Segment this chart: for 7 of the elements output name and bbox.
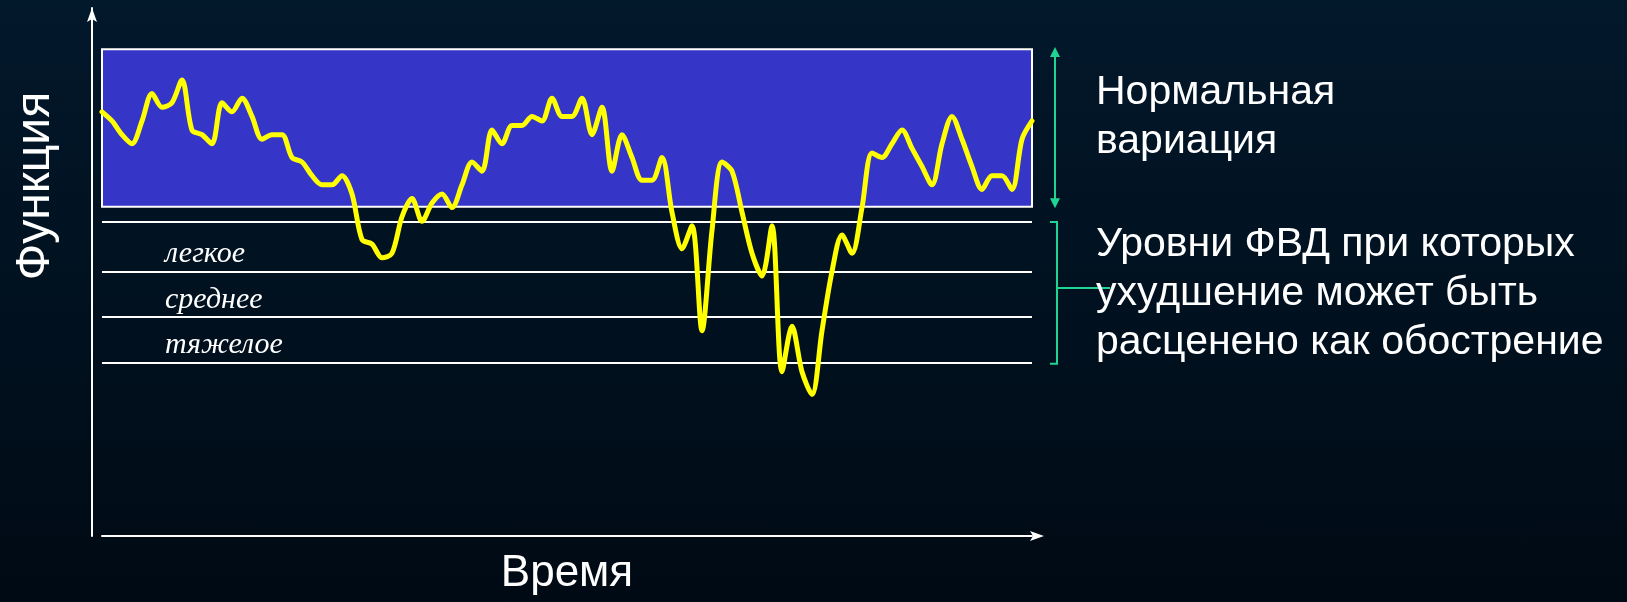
y-axis-title: Функция [5, 91, 59, 281]
ref-line-label: тяжелое [165, 326, 283, 360]
text: Уровни ФВД при которых ухудшение может быть расценено как обострение [1096, 218, 1605, 366]
ref-line-label: среднее [165, 280, 263, 314]
ref-line-label: легкое [163, 234, 246, 268]
band-label: Нормальная вариация [1096, 66, 1337, 165]
x-axis-title: Время [500, 546, 634, 596]
